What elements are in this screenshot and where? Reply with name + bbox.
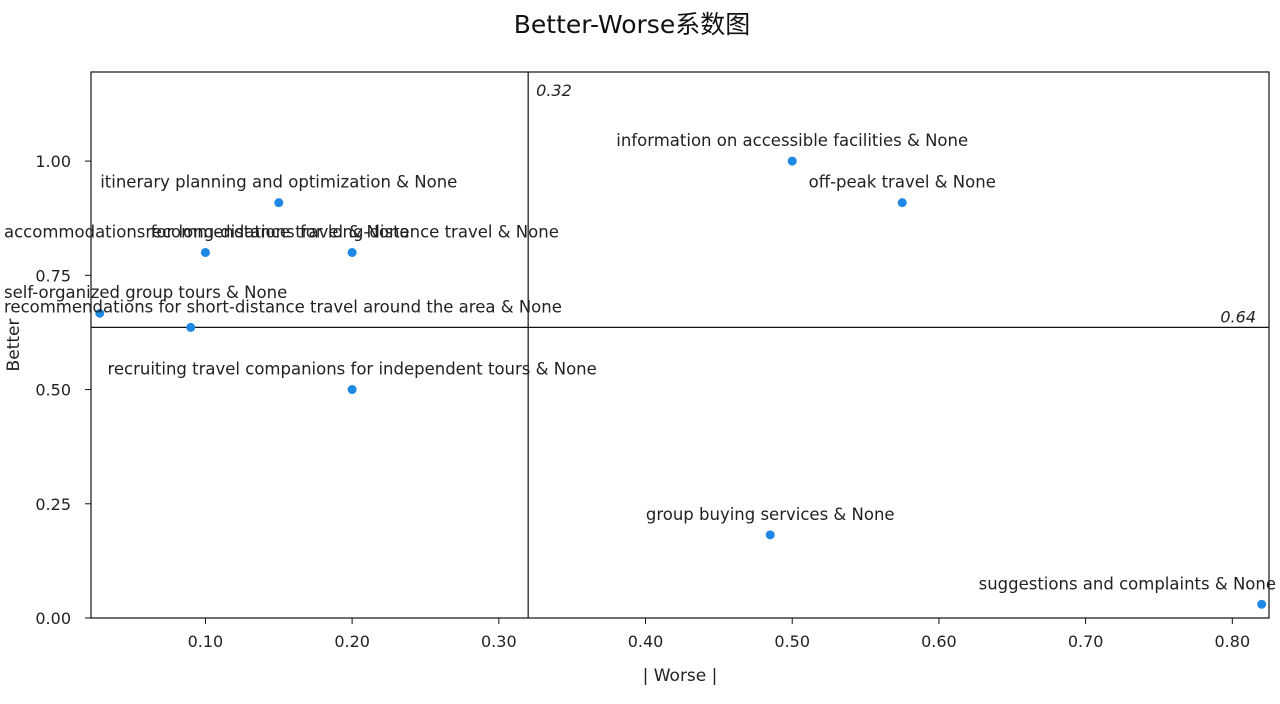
chart-marks: 0.10 0.20 0.30 0.40 0.50 0.60 0.70 0.80 0.00 0.25… — [4, 72, 1276, 651]
y-tick-label: 0.25 — [35, 495, 71, 514]
x-tick-label: 0.70 — [1068, 632, 1104, 651]
y-tick-label: 0.50 — [35, 381, 71, 400]
x-tick-label: 0.60 — [921, 632, 957, 651]
data-point-label: group buying services & None — [646, 505, 895, 524]
data-point-label: information on accessible facilities & N… — [616, 131, 968, 150]
data-point — [347, 247, 357, 257]
x-tick-label: 0.80 — [1215, 632, 1251, 651]
vertical-reference-label: 0.32 — [536, 81, 572, 100]
data-point-label: accommodations for long-distance travel … — [4, 222, 410, 241]
x-tick-label: 0.20 — [334, 632, 370, 651]
x-tick-label: 0.40 — [628, 632, 664, 651]
y-axis-label: Better — [4, 319, 24, 372]
chart-title: Better-Worse系数图 — [514, 10, 750, 39]
data-point — [347, 385, 357, 395]
data-point — [95, 308, 105, 318]
data-point-label: self-organized group tours & None — [4, 283, 287, 302]
y-tick-label: 1.00 — [35, 152, 71, 171]
data-point-label: itinerary planning and optimization & No… — [100, 173, 457, 192]
y-tick-label: 0.00 — [35, 609, 71, 628]
data-point-label: recruiting travel companions for indepen… — [107, 360, 596, 379]
data-point — [765, 530, 775, 540]
data-point — [787, 156, 797, 166]
x-tick-label: 0.50 — [774, 632, 810, 651]
data-point-label: recommendations for short-distance trave… — [4, 297, 562, 316]
horizontal-reference-label: 0.64 — [1220, 307, 1256, 326]
data-point — [897, 198, 907, 208]
data-point-label: off-peak travel & None — [809, 173, 996, 192]
x-axis-label: | Worse | — [643, 666, 718, 686]
plot-frame — [90, 71, 1270, 619]
data-point-label: suggestions and complaints & None — [979, 574, 1276, 593]
x-tick-label: 0.30 — [481, 632, 517, 651]
data-point-label: recommendations for long-distance travel… — [145, 222, 558, 241]
x-tick-label: 0.10 — [188, 632, 224, 651]
data-point — [274, 198, 284, 208]
data-point — [200, 247, 210, 257]
data-point — [186, 322, 196, 332]
y-tick-label: 0.75 — [35, 266, 71, 285]
data-point — [1257, 599, 1267, 609]
